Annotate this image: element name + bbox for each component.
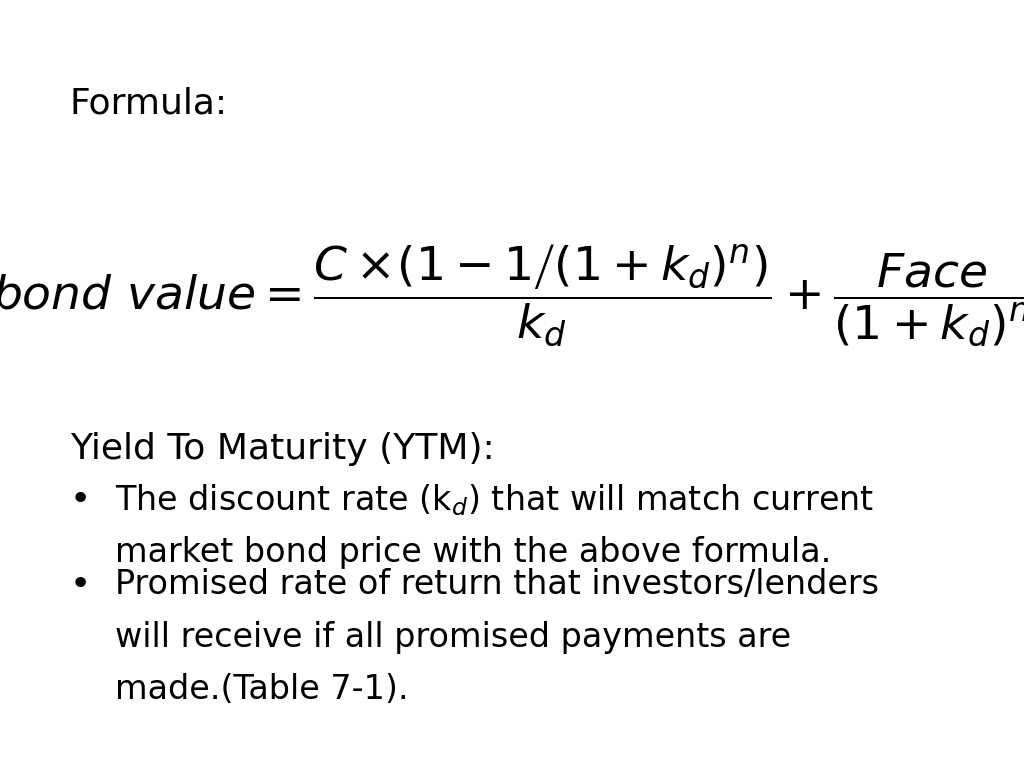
Text: market bond price with the above formula.: market bond price with the above formula… <box>115 536 831 569</box>
Text: Formula:: Formula: <box>70 87 227 121</box>
Text: made.(Table 7-1).: made.(Table 7-1). <box>115 673 409 706</box>
Text: will receive if all promised payments are: will receive if all promised payments ar… <box>115 621 791 654</box>
Text: Promised rate of return that investors/lenders: Promised rate of return that investors/l… <box>115 568 879 601</box>
Text: The discount rate (k$_{d}$) that will match current: The discount rate (k$_{d}$) that will ma… <box>115 482 873 518</box>
Text: •: • <box>70 568 91 602</box>
Text: •: • <box>70 483 91 518</box>
Text: Yield To Maturity (YTM):: Yield To Maturity (YTM): <box>70 432 495 466</box>
Text: $\mathit{bond\ value} = \dfrac{C \times \!\left(1 - \left.{1}\middle/{(1+k_d)^n}: $\mathit{bond\ value} = \dfrac{C \times … <box>0 243 1024 349</box>
